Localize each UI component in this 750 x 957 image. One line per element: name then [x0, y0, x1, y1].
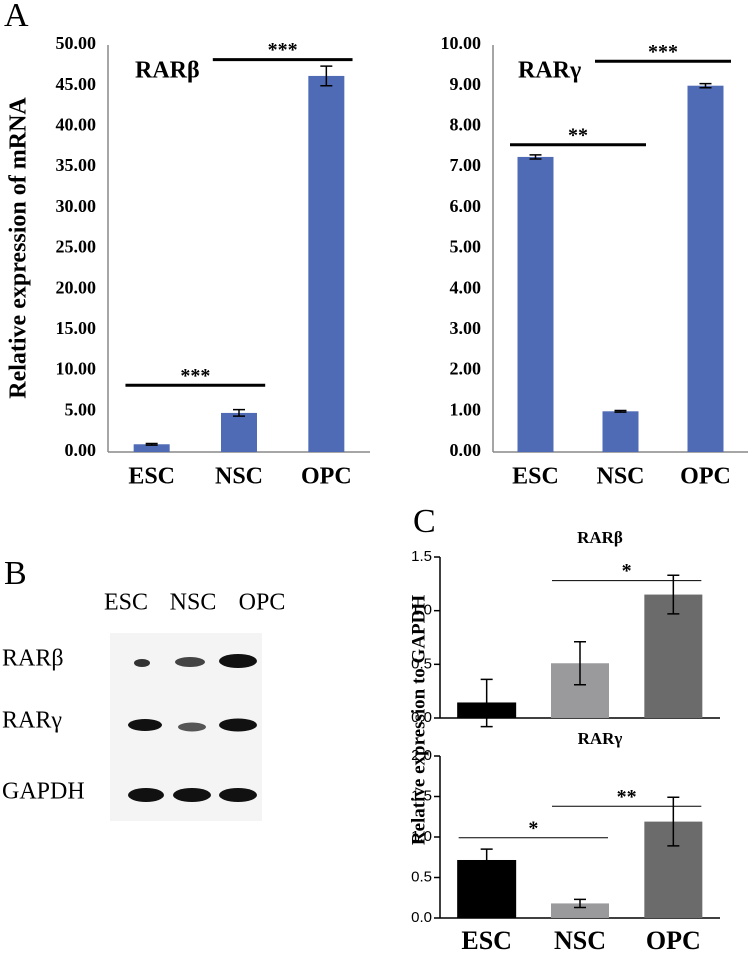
x-tick-label: NSC — [596, 464, 644, 490]
row-label: RARβ — [2, 646, 64, 672]
y-tick-label: 4.00 — [450, 277, 482, 297]
chart-title: RARγ — [518, 58, 581, 84]
x-tick-label: ESC — [512, 464, 559, 490]
y-tick-label: 5.00 — [65, 399, 97, 419]
x-tick-label: OPC — [680, 464, 731, 490]
y-tick-label: 1.5 — [411, 787, 432, 804]
panel-label: A — [4, 0, 29, 34]
y-tick-label: 8.00 — [450, 115, 482, 135]
chart-title: RARγ — [578, 729, 623, 748]
y-tick-label: 2.0 — [411, 747, 432, 764]
y-tick-label: 0.00 — [450, 440, 482, 460]
y-tick-label: 0.5 — [411, 868, 432, 885]
y-tick-label: 3.00 — [450, 318, 482, 338]
y-tick-label: 9.00 — [450, 74, 482, 94]
bar — [551, 903, 609, 918]
lane-label: ESC — [104, 590, 148, 616]
y-tick-label: 50.00 — [56, 33, 97, 53]
bar — [221, 412, 257, 452]
y-tick-label: 30.00 — [56, 196, 97, 216]
x-tick-label: ESC — [461, 926, 512, 955]
x-tick-label: OPC — [646, 926, 701, 955]
y-tick-label: 1.00 — [450, 399, 482, 419]
y-tick-label: 0.00 — [65, 440, 97, 460]
bar — [687, 85, 724, 452]
y-tick-label: 5.00 — [450, 237, 482, 257]
y-tick-label: 1.0 — [411, 828, 432, 845]
significance-label: *** — [268, 39, 298, 61]
lane-label: NSC — [170, 590, 217, 616]
significance-label: ** — [568, 124, 588, 146]
x-tick-label: OPC — [301, 464, 352, 490]
significance-label: ** — [617, 786, 637, 808]
error-bar — [667, 796, 680, 847]
x-tick-label: ESC — [128, 464, 175, 490]
error-bar — [480, 848, 493, 873]
significance-label: *** — [180, 365, 210, 387]
panel-label: B — [4, 555, 27, 592]
y-tick-label: 10.00 — [441, 33, 482, 53]
significance-label: * — [528, 817, 538, 839]
error-bar — [529, 154, 542, 160]
y-tick-label: 0.5 — [411, 655, 432, 672]
chart-title: RARβ — [577, 528, 623, 547]
bar — [602, 411, 639, 452]
bar — [308, 75, 345, 452]
y-tick-label: 45.00 — [56, 74, 97, 94]
error-bar — [699, 82, 712, 89]
y-tick-label: 10.00 — [56, 359, 97, 379]
y-tick-label: 0.0 — [411, 709, 432, 726]
y-tick-label: 6.00 — [450, 196, 482, 216]
y-axis-title: Relative expression to GAPDH — [408, 595, 429, 846]
y-tick-label: 25.00 — [56, 237, 97, 257]
y-tick-label: 15.00 — [56, 318, 97, 338]
y-tick-label: 2.00 — [450, 359, 482, 379]
bar — [644, 594, 703, 718]
y-tick-label: 1.0 — [411, 602, 432, 619]
bar — [517, 156, 554, 453]
y-tick-label: 35.00 — [56, 155, 97, 175]
significance-label: *** — [648, 41, 678, 63]
significance-label: * — [622, 560, 632, 582]
y-tick-label: 0.0 — [411, 909, 432, 926]
x-tick-label: NSC — [554, 926, 606, 955]
error-bar — [574, 898, 586, 909]
x-tick-label: NSC — [215, 464, 263, 490]
error-bar — [574, 641, 586, 686]
error-bar — [233, 408, 245, 417]
error-bar — [667, 574, 680, 615]
error-bar — [614, 409, 627, 413]
y-tick-label: 1.5 — [411, 548, 432, 565]
y-tick-label: 7.00 — [450, 155, 482, 175]
row-label: GAPDH — [2, 779, 85, 805]
blot-bands — [128, 654, 257, 802]
error-bar — [145, 442, 158, 446]
bar — [133, 444, 170, 452]
error-bar — [480, 678, 493, 728]
y-axis-title: Relative expression of mRNA — [6, 97, 32, 399]
row-label: RARγ — [2, 708, 62, 734]
panel-label: C — [413, 503, 436, 540]
y-tick-label: 20.00 — [56, 277, 97, 297]
y-tick-label: 40.00 — [56, 115, 97, 135]
chart-title: RARβ — [135, 58, 200, 84]
lane-label: OPC — [239, 590, 286, 616]
error-bar — [320, 65, 333, 87]
